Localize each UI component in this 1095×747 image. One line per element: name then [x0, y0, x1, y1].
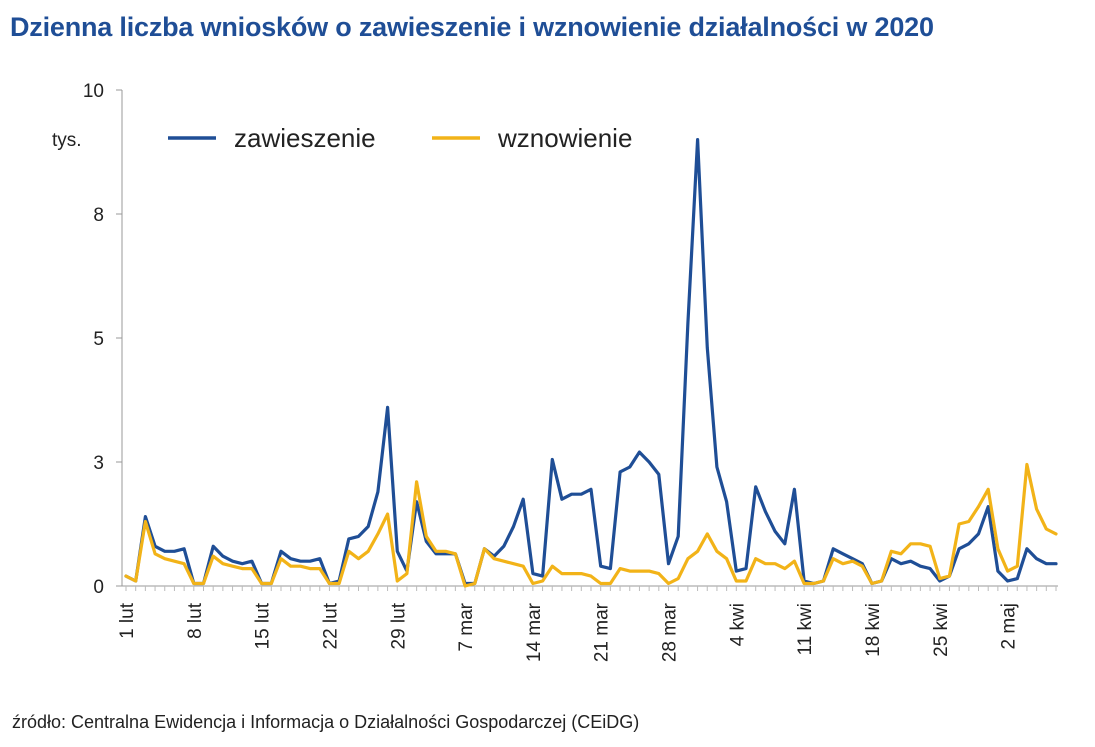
series-line-zawieszenie	[124, 138, 1058, 586]
chart-title: Dzienna liczba wniosków o zawieszenie i …	[10, 12, 934, 42]
x-tick-label: 21 mar	[592, 602, 613, 662]
y-tick-label: 0	[93, 577, 104, 598]
x-tick-label: 18 kwi	[863, 603, 884, 657]
y-axis-ticks: 0 3 5 8 10	[83, 81, 122, 598]
x-axis-ticks: 1 lut 8 lut 15 lut 22 lut 29 lut 7 mar 14 mar 2…	[117, 586, 1057, 662]
y-tick-label: 8	[93, 205, 104, 226]
axes	[121, 90, 1058, 587]
x-tick-label: 15 lut	[253, 602, 274, 649]
x-tick-label: 28 mar	[660, 602, 681, 662]
series-line-wznowienie	[124, 462, 1058, 588]
x-tick-label: 22 lut	[320, 602, 341, 649]
x-tick-label: 2 maj	[999, 603, 1020, 649]
y-tick-label: 10	[83, 81, 104, 102]
y-axis-unit-label: tys.	[52, 130, 82, 151]
legend-label-wznowienie: wznowienie	[497, 123, 632, 153]
legend: zawieszenie wznowienie	[168, 123, 632, 153]
source-note: źródło: Centralna Ewidencja i Informacja…	[12, 712, 640, 732]
x-tick-label: 11 kwi	[795, 603, 816, 655]
x-tick-label: 4 kwi	[727, 603, 748, 646]
x-tick-label: 7 mar	[456, 602, 477, 651]
series-lines	[124, 138, 1058, 588]
x-tick-label: 1 lut	[117, 602, 138, 639]
y-tick-label: 3	[93, 453, 104, 474]
y-tick-label: 5	[93, 329, 104, 350]
x-tick-label: 25 kwi	[931, 603, 952, 657]
x-tick-label: 29 lut	[388, 602, 409, 649]
legend-label-zawieszenie: zawieszenie	[234, 123, 376, 153]
line-chart: 0 3 5 8 10 1 lut 8 lut 15 lut 22 lut 29 lut 7 mar…	[52, 81, 1058, 662]
x-tick-label: 8 lut	[185, 602, 206, 639]
x-tick-label: 14 mar	[524, 602, 545, 662]
